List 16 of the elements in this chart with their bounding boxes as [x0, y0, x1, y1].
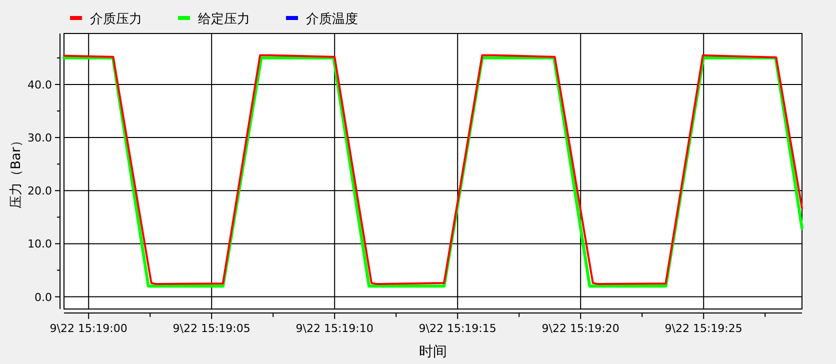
- legend-label: 介质压力: [90, 12, 142, 27]
- legend-label: 介质温度: [306, 11, 358, 27]
- y-tick-label: 10.0: [28, 238, 52, 251]
- y-tick-label: 0.0: [34, 290, 52, 304]
- y-axis-title: 压力（Bar）: [9, 134, 24, 208]
- x-axis-title: 时间: [419, 344, 447, 360]
- x-tick-label: 9\22 15:19:25: [664, 322, 742, 335]
- legend-label: 给定压力: [198, 12, 250, 27]
- y-tick-label: 30.0: [28, 132, 52, 145]
- x-tick-label: 9\22 15:19:10: [296, 322, 374, 335]
- x-tick-label: 9\22 15:19:20: [542, 322, 620, 335]
- y-tick-label: 40.0: [28, 78, 52, 92]
- y-tick-label: 20.0: [28, 184, 52, 198]
- x-tick-label: 9\22 15:19:00: [50, 322, 128, 335]
- x-tick-label: 9\22 15:19:15: [418, 322, 496, 335]
- x-tick-label: 9\22 15:19:05: [172, 322, 250, 335]
